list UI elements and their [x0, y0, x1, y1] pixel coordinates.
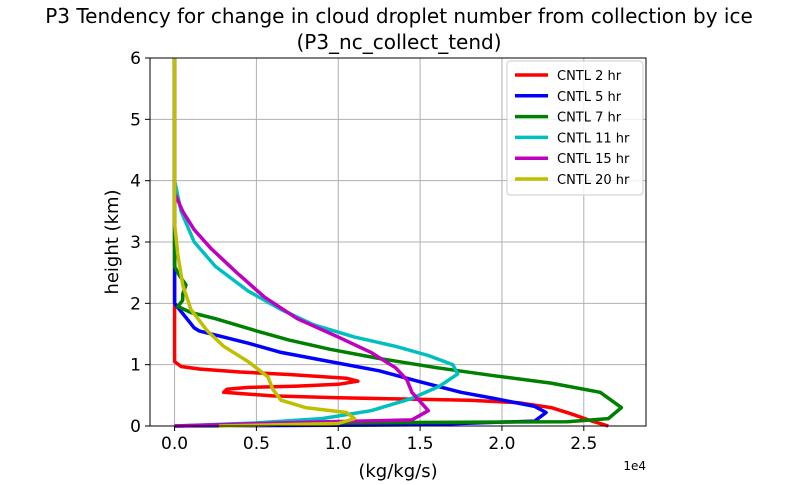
series-line-3: [172, 58, 460, 428]
y-tick-label: 5: [130, 110, 141, 130]
x-axis-label: (kg/kg/s): [358, 461, 437, 482]
x-tick-label: 1.0: [325, 434, 352, 454]
axis-ticks: 0.0 0.5 1.0 1.5 2.0 2.5 0 1 2 3 4 5 6: [130, 49, 597, 454]
x-tick-label: 1.5: [407, 434, 434, 454]
x-tick-label: 2.5: [570, 434, 597, 454]
y-tick-label: 2: [130, 294, 141, 314]
chart-title-line1: P3 Tendency for change in cloud droplet …: [45, 4, 753, 28]
legend-label-0: CNTL 2 hr: [557, 69, 622, 84]
x-tick-label: 2.0: [488, 434, 515, 454]
x-tick-label: 0.0: [161, 434, 188, 454]
y-tick-label: 1: [130, 356, 141, 376]
series-line-2: [172, 58, 624, 428]
chart-title-line2: (P3_nc_collect_tend): [296, 30, 501, 54]
x-tick-label: 0.5: [243, 434, 270, 454]
series-lines: [172, 58, 624, 428]
y-tick-label: 3: [130, 233, 141, 253]
legend-label-3: CNTL 11 hr: [557, 131, 630, 146]
x-offset-label: 1e4: [623, 459, 646, 473]
legend-label-5: CNTL 20 hr: [557, 173, 630, 188]
legend-label-1: CNTL 5 hr: [557, 90, 622, 105]
y-tick-label: 4: [130, 172, 141, 192]
legend-label-2: CNTL 7 hr: [557, 111, 622, 126]
series-line-0: [172, 58, 609, 428]
legend-label-4: CNTL 15 hr: [557, 152, 630, 167]
y-tick-label: 0: [130, 417, 141, 437]
series-line-5: [172, 58, 357, 428]
y-axis-label: height (km): [102, 189, 123, 294]
legend: CNTL 2 hr CNTL 5 hr CNTL 7 hr CNTL 11 hr CNT…: [506, 60, 644, 196]
y-tick-label: 6: [130, 49, 141, 69]
